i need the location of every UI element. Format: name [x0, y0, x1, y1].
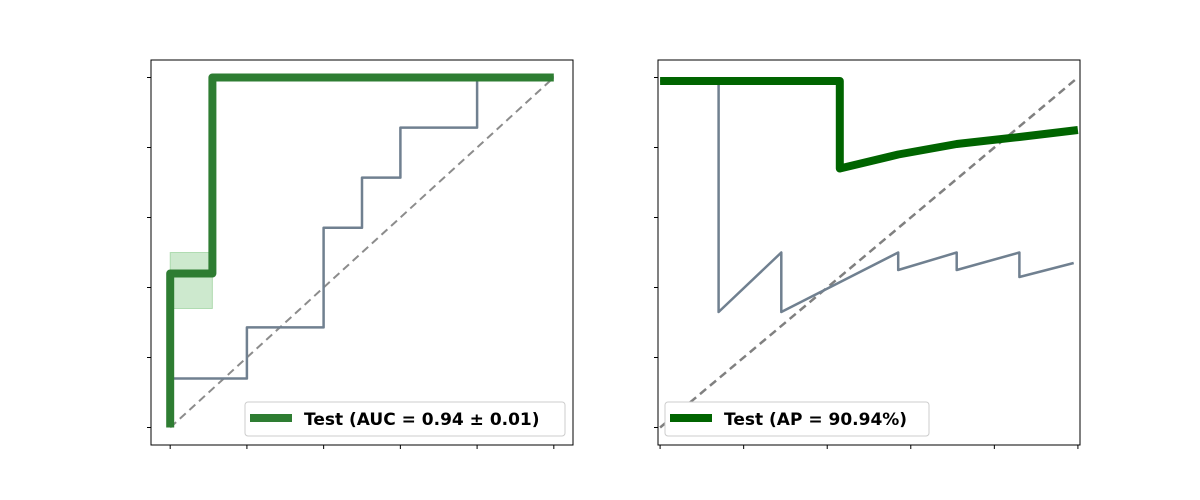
- roc-baseline-curve: [168, 76, 554, 428]
- roc-legend: Test (AUC = 0.94 ± 0.01): [244, 401, 566, 437]
- roc-panel: Test (AUC = 0.94 ± 0.01): [147, 59, 574, 449]
- pr-axes-frame: [657, 59, 1081, 446]
- pr-plot-area: [659, 76, 1079, 429]
- roc-main-curve: [166, 73, 554, 428]
- pr-panel: Test (AP = 90.94%): [654, 59, 1081, 449]
- roc-plot-area: [166, 73, 555, 429]
- roc-legend-box: [244, 401, 566, 437]
- roc-axes-frame: [150, 59, 574, 446]
- pr-baseline-curve: [660, 79, 1075, 314]
- pr-legend-label: Test (AP = 90.94%): [724, 410, 907, 430]
- roc-ticks: [147, 77, 555, 449]
- pr-main-curve: [660, 77, 1079, 173]
- roc-legend-label: Test (AUC = 0.94 ± 0.01): [304, 410, 540, 430]
- pr-legend: Test (AP = 90.94%): [664, 401, 930, 437]
- pr-legend-box: [664, 401, 930, 437]
- pr-axes-background: [658, 60, 1080, 445]
- pr-ticks: [654, 77, 1079, 449]
- roc-confidence-band: [169, 252, 213, 309]
- roc-reference-diagonal: [169, 76, 555, 429]
